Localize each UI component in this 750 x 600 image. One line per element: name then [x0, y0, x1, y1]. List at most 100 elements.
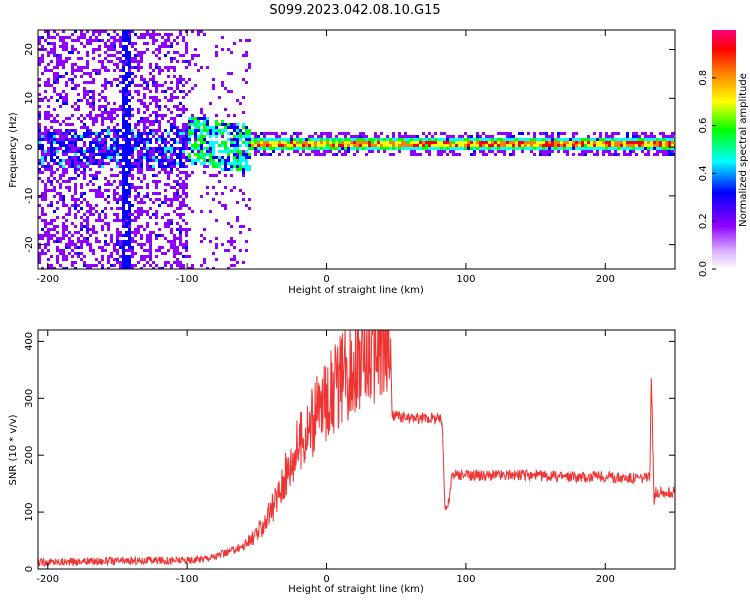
- heatmap-cell: [98, 72, 101, 75]
- heatmap-cell: [44, 81, 47, 84]
- heatmap-cell: [290, 144, 293, 147]
- heatmap-cell: [128, 30, 131, 33]
- heatmap-cell: [146, 213, 149, 216]
- heatmap-cell: [233, 141, 236, 144]
- heatmap-cell: [173, 201, 176, 204]
- heatmap-cell: [206, 147, 209, 150]
- heatmap-cell: [287, 147, 290, 150]
- heatmap-cell: [56, 42, 59, 45]
- heatmap-cell: [587, 144, 590, 147]
- heatmap-cell: [155, 222, 158, 225]
- heatmap-cell: [143, 201, 146, 204]
- spectrogram-x-tick-label: 200: [596, 274, 615, 285]
- heatmap-cell: [227, 114, 230, 117]
- heatmap-cell: [332, 153, 335, 156]
- heatmap-cell: [59, 165, 62, 168]
- heatmap-cell: [95, 144, 98, 147]
- heatmap-cell: [98, 30, 101, 33]
- heatmap-cell: [164, 237, 167, 240]
- heatmap-cell: [95, 120, 98, 123]
- heatmap-cell: [521, 147, 524, 150]
- heatmap-cell: [77, 117, 80, 120]
- heatmap-cell: [623, 153, 626, 156]
- heatmap-cell: [341, 153, 344, 156]
- heatmap-cell: [671, 135, 674, 138]
- heatmap-cell: [641, 147, 644, 150]
- heatmap-cell: [173, 78, 176, 81]
- heatmap-cell: [125, 258, 128, 261]
- heatmap-cell: [104, 240, 107, 243]
- heatmap-cell: [155, 156, 158, 159]
- heatmap-cell: [374, 141, 377, 144]
- heatmap-cell: [71, 240, 74, 243]
- heatmap-cell: [452, 153, 455, 156]
- heatmap-cell: [98, 216, 101, 219]
- heatmap-cell: [158, 228, 161, 231]
- heatmap-cell: [155, 174, 158, 177]
- heatmap-cell: [89, 150, 92, 153]
- heatmap-cell: [128, 174, 131, 177]
- heatmap-cell: [149, 168, 152, 171]
- heatmap-cell: [233, 264, 236, 267]
- heatmap-cell: [146, 228, 149, 231]
- heatmap-cell: [578, 144, 581, 147]
- heatmap-cell: [440, 138, 443, 141]
- heatmap-cell: [74, 216, 77, 219]
- heatmap-cell: [77, 168, 80, 171]
- heatmap-cell: [89, 252, 92, 255]
- heatmap-cell: [179, 234, 182, 237]
- heatmap-cell: [215, 51, 218, 54]
- heatmap-cell: [53, 45, 56, 48]
- heatmap-cell: [482, 132, 485, 135]
- heatmap-cell: [65, 258, 68, 261]
- heatmap-cell: [434, 147, 437, 150]
- heatmap-cell: [98, 135, 101, 138]
- heatmap-cell: [284, 141, 287, 144]
- heatmap-cell: [80, 138, 83, 141]
- heatmap-cell: [128, 126, 131, 129]
- heatmap-cell: [50, 141, 53, 144]
- heatmap-cell: [551, 150, 554, 153]
- heatmap-cell: [653, 138, 656, 141]
- heatmap-cell: [128, 81, 131, 84]
- heatmap-cell: [473, 144, 476, 147]
- heatmap-cell: [98, 237, 101, 240]
- heatmap-cell: [179, 213, 182, 216]
- heatmap-cell: [158, 135, 161, 138]
- heatmap-cell: [44, 66, 47, 69]
- heatmap-cell: [251, 144, 254, 147]
- heatmap-cell: [191, 159, 194, 162]
- heatmap-cell: [50, 36, 53, 39]
- heatmap-cell: [245, 141, 248, 144]
- heatmap-cell: [104, 249, 107, 252]
- heatmap-cell: [83, 225, 86, 228]
- heatmap-cell: [77, 135, 80, 138]
- heatmap-cell: [242, 171, 245, 174]
- heatmap-cell: [557, 144, 560, 147]
- heatmap-cell: [179, 135, 182, 138]
- heatmap-cell: [89, 96, 92, 99]
- heatmap-cell: [602, 138, 605, 141]
- heatmap-cell: [68, 210, 71, 213]
- heatmap-cell: [98, 240, 101, 243]
- heatmap-cell: [233, 129, 236, 132]
- heatmap-cell: [140, 207, 143, 210]
- heatmap-cell: [149, 264, 152, 267]
- heatmap-cell: [236, 147, 239, 150]
- heatmap-cell: [125, 183, 128, 186]
- heatmap-cell: [446, 135, 449, 138]
- heatmap-cell: [167, 165, 170, 168]
- heatmap-cell: [515, 147, 518, 150]
- heatmap-cell: [128, 165, 131, 168]
- heatmap-cell: [464, 144, 467, 147]
- heatmap-cell: [101, 165, 104, 168]
- heatmap-cell: [230, 237, 233, 240]
- heatmap-cell: [539, 144, 542, 147]
- heatmap-cell: [122, 183, 125, 186]
- heatmap-cell: [65, 123, 68, 126]
- heatmap-cell: [644, 135, 647, 138]
- heatmap-cell: [128, 171, 131, 174]
- heatmap-cell: [239, 249, 242, 252]
- heatmap-cell: [413, 144, 416, 147]
- heatmap-cell: [158, 180, 161, 183]
